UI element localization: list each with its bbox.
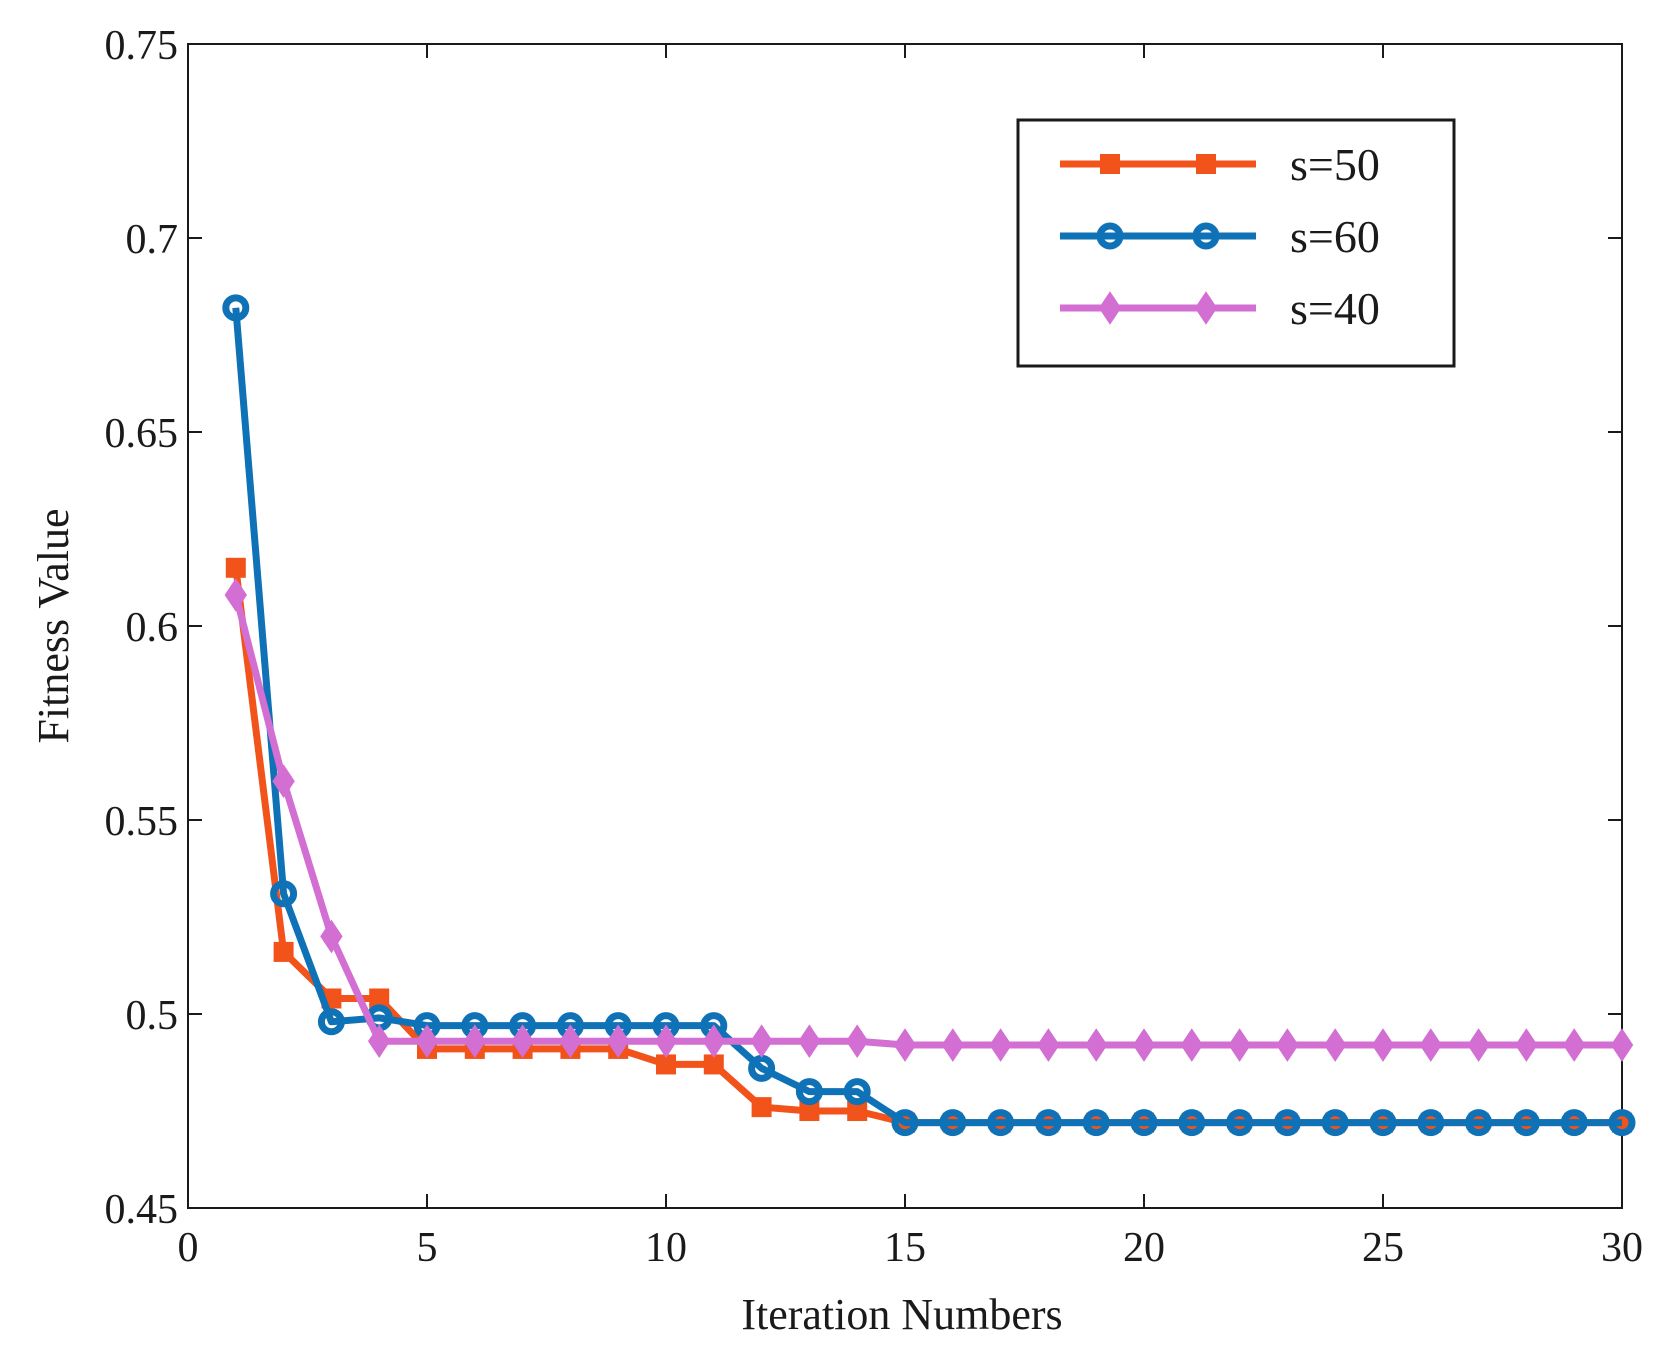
data-point-s40: [1084, 1028, 1108, 1062]
legend-marker-s60: [1096, 222, 1124, 250]
legend-label-s60: s=60: [1290, 211, 1380, 262]
y-tick-label: 0.6: [126, 605, 179, 651]
data-point-s40: [750, 1024, 773, 1058]
data-point-s50: [225, 557, 246, 578]
data-point-s40: [702, 1024, 726, 1058]
data-point-s40: [1467, 1028, 1490, 1062]
data-point-s60: [1608, 1109, 1636, 1137]
data-point-s40: [1323, 1028, 1347, 1062]
y-tick-label: 0.65: [105, 411, 179, 457]
data-point-s60: [843, 1078, 871, 1106]
data-point-s60: [939, 1109, 967, 1137]
data-point-s40: [941, 1028, 965, 1062]
data-point-s40: [1228, 1028, 1251, 1062]
x-tick-label: 20: [1123, 1225, 1165, 1271]
data-point-s60: [222, 294, 250, 322]
series-s60: [222, 294, 1636, 1137]
data-point-s60: [1226, 1109, 1254, 1137]
y-axis-title: Fitness Value: [29, 508, 78, 743]
data-point-s40: [463, 1024, 487, 1058]
data-point-s60: [1465, 1109, 1493, 1137]
data-point-s40: [845, 1024, 869, 1058]
legend-label-s40: s=40: [1290, 283, 1380, 334]
data-point-s40: [1515, 1028, 1538, 1062]
x-tick-label: 30: [1601, 1225, 1643, 1271]
data-point-s50: [656, 1054, 676, 1075]
data-point-s50: [703, 1054, 724, 1075]
data-point-s60: [1034, 1109, 1062, 1137]
data-point-s60: [748, 1054, 776, 1082]
y-tick-label: 0.5: [126, 993, 179, 1039]
data-point-s60: [1417, 1109, 1445, 1137]
data-point-s60: [1082, 1109, 1110, 1137]
data-point-s40: [798, 1024, 821, 1058]
data-point-s50: [751, 1097, 772, 1118]
data-point-s40: [224, 578, 248, 612]
y-tick-label: 0.75: [105, 23, 179, 69]
data-point-s60: [1178, 1109, 1206, 1137]
legend-label-s50: s=50: [1290, 139, 1380, 190]
data-point-s60: [1560, 1109, 1588, 1137]
data-point-s40: [320, 919, 343, 954]
data-point-s40: [1037, 1028, 1060, 1062]
data-point-s60: [795, 1078, 823, 1106]
data-point-s60: [1130, 1109, 1158, 1137]
x-tick-label: 0: [178, 1225, 199, 1271]
y-tick-label: 0.55: [105, 799, 179, 845]
axes: 0 5 10 15 20 25 30 0.45 0.5 0.55 0.6 0.65 0.7 0.75: [105, 23, 1644, 1271]
y-tick-label: 0.45: [105, 1187, 179, 1233]
data-point-s40: [1276, 1028, 1299, 1062]
x-tick-label: 15: [884, 1225, 926, 1271]
legend-marker-s40: [1194, 291, 1218, 325]
data-point-s40: [511, 1024, 534, 1058]
data-point-s40: [367, 1024, 391, 1058]
data-point-s40: [606, 1024, 630, 1058]
data-point-s40: [1610, 1028, 1634, 1062]
x-axis-title: Iteration Numbers: [741, 1290, 1062, 1339]
data-point-s40: [989, 1028, 1012, 1062]
x-tick-label: 5: [417, 1225, 438, 1271]
data-point-s60: [1273, 1109, 1301, 1137]
legend: s=50 s=60 s=40: [1016, 118, 1456, 368]
data-point-s40: [1180, 1028, 1204, 1062]
data-point-s40: [1562, 1028, 1586, 1062]
data-point-s50: [273, 941, 294, 962]
data-point-s60: [1321, 1109, 1349, 1137]
legend-marker-s50: [1100, 154, 1120, 174]
legend-marker-s50: [1196, 154, 1216, 174]
data-point-s40: [1132, 1028, 1156, 1062]
data-point-s40: [1419, 1028, 1443, 1062]
legend-marker-s40: [1098, 291, 1122, 325]
x-tick-label: 25: [1362, 1225, 1404, 1271]
data-point-s40: [272, 764, 295, 799]
data-point-s40: [893, 1028, 917, 1062]
legend-box: [1016, 118, 1456, 368]
data-point-s40: [654, 1024, 678, 1058]
data-point-s60: [987, 1109, 1015, 1137]
data-point-s40: [559, 1024, 582, 1058]
series-layer: [222, 294, 1636, 1137]
data-point-s40: [415, 1024, 439, 1058]
data-point-s60: [891, 1109, 919, 1137]
x-tick-label: 10: [645, 1225, 687, 1271]
data-point-s40: [1371, 1028, 1395, 1062]
y-tick-label: 0.7: [126, 217, 179, 263]
series-s40: [224, 578, 1634, 1062]
data-point-s60: [270, 880, 298, 908]
data-point-s60: [317, 1008, 345, 1036]
data-point-s60: [1512, 1109, 1540, 1137]
legend-marker-s60: [1192, 222, 1220, 250]
data-point-s60: [1369, 1109, 1397, 1137]
